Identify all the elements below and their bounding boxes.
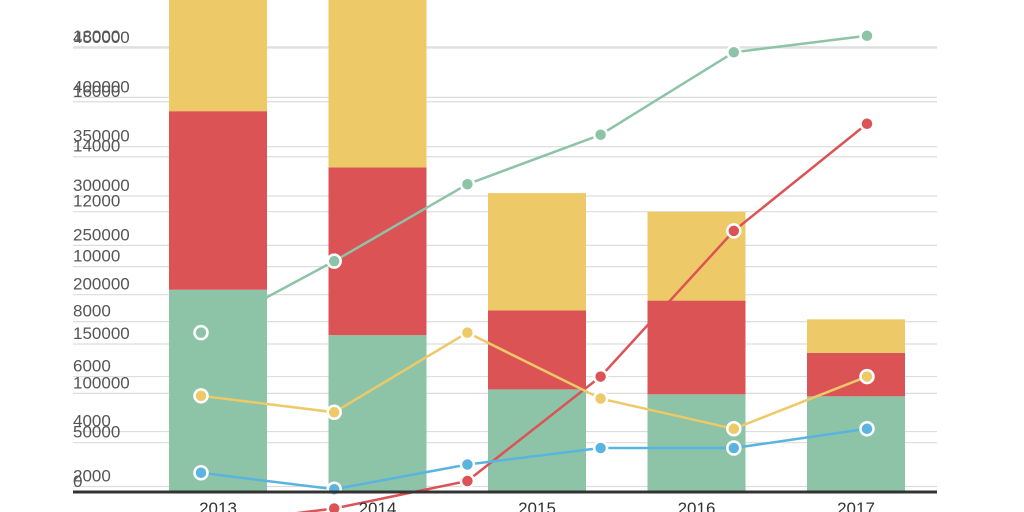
- point: [193, 324, 209, 341]
- x-tick-label: 2014: [359, 499, 397, 512]
- y-tick-label: 2000: [73, 467, 111, 486]
- y-tick-label: 450000: [73, 28, 130, 47]
- point: [592, 368, 609, 385]
- x-tick-label: 2015: [518, 499, 556, 512]
- bar-segment: [328, 167, 427, 336]
- bar-segment: [807, 319, 905, 353]
- y-tick-label: 350000: [73, 127, 130, 146]
- lines: [193, 28, 875, 512]
- point: [459, 456, 476, 473]
- y-tick-label: 6000: [73, 357, 111, 376]
- y-tick-label: 50000: [73, 423, 120, 442]
- point: [326, 253, 342, 269]
- y-tick-label: 10000: [73, 247, 120, 266]
- line: [200, 427, 868, 491]
- y-tick-label: 16000: [73, 82, 120, 101]
- point: [592, 440, 609, 456]
- point: [859, 115, 875, 132]
- point: [193, 388, 209, 404]
- y-tick-label: 150000: [73, 324, 130, 343]
- point: [326, 481, 342, 498]
- line: [200, 34, 868, 334]
- y-tick-label: 100000: [73, 373, 130, 392]
- bar-segment: [169, 289, 267, 492]
- y-tick-label: 8000: [73, 302, 111, 321]
- point: [859, 421, 875, 437]
- point: [459, 324, 476, 341]
- x-tick-label: 2013: [199, 499, 237, 512]
- labels: 0 50000 100000 150000 200000 250000 300000 3500…: [73, 27, 875, 512]
- point: [726, 44, 742, 61]
- y-tick-label: 400000: [73, 77, 130, 96]
- x-tick-label: 2016: [678, 499, 716, 512]
- y-tick-label: 12000: [73, 192, 120, 211]
- bar-segment: [807, 396, 905, 492]
- bar-segment: [328, 0, 427, 168]
- bar-segment: [169, 111, 267, 290]
- point: [726, 223, 742, 239]
- bar-segment: [647, 300, 746, 395]
- y-tick-label: 300000: [73, 176, 130, 195]
- y-tick-label: 18000: [73, 27, 120, 46]
- point: [592, 390, 609, 407]
- bar-segment: [488, 193, 586, 311]
- point: [193, 465, 209, 481]
- y-tick-label: 4000: [73, 412, 111, 431]
- y-tick-label: 0: [73, 472, 82, 491]
- bar-segment: [169, 0, 267, 112]
- x-tick-label: 2017: [837, 499, 875, 512]
- point: [592, 126, 609, 143]
- bar-segment: [488, 389, 586, 492]
- point: [726, 440, 742, 456]
- point: [326, 404, 342, 421]
- bar-segment: [328, 335, 427, 492]
- point: [326, 500, 342, 512]
- point: [459, 473, 476, 489]
- y-tick-label: 250000: [73, 225, 130, 244]
- point: [859, 28, 875, 44]
- y-tick-label: 200000: [73, 275, 130, 294]
- line: [200, 331, 868, 431]
- point: [459, 176, 476, 192]
- point: [726, 421, 742, 437]
- bar-segment: [807, 352, 905, 397]
- bars: [169, 0, 905, 492]
- y-tick-label: 14000: [73, 137, 120, 156]
- point: [859, 368, 875, 385]
- line: [295, 122, 868, 512]
